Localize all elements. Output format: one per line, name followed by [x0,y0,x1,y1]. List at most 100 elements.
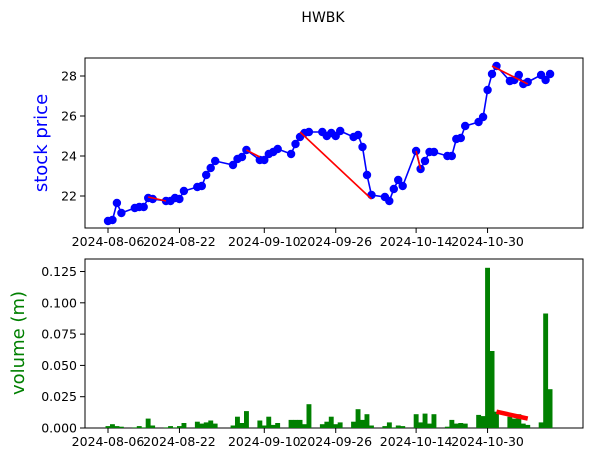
price-point [447,151,456,161]
volume-bar [230,425,236,428]
volume-y-tick-label: 0.050 [41,358,77,373]
price-point [389,184,398,194]
price-point [179,186,189,196]
volume-bar [520,423,526,428]
volume-y-tick-label: 0.075 [41,327,77,342]
price-point [117,208,126,218]
volume-bar [163,427,169,428]
price-plot-frame [84,57,584,229]
volume-bar [208,420,214,428]
price-point [112,198,122,208]
volume-bar [132,427,138,428]
volume-bar [516,414,522,428]
price-x-tick-label: 2024-08-22 [143,234,216,249]
price-trend-lines [148,65,529,202]
price-point [487,69,497,79]
volume-bar [199,423,205,428]
volume-bar [203,422,209,428]
volume-bar [543,313,549,428]
volume-bar [168,426,173,428]
volume-bar [319,424,325,428]
volume-bar [181,423,187,428]
price-series [103,61,555,226]
price-point [242,145,251,155]
price-point [362,170,372,180]
volume-trend-segment [496,409,529,421]
volume-bar [449,419,455,428]
volume-x-tick-label: 2024-08-06 [72,434,145,449]
price-trend-segment [299,131,373,200]
volume-bar [333,424,339,428]
volume-bar [382,426,388,428]
volume-bar [458,423,464,428]
price-point [206,163,215,173]
price-point [139,202,148,212]
volume-bar [364,414,370,428]
volume-bar [427,423,432,428]
volume-bar [462,423,468,428]
volume-bar [351,421,356,428]
volume-bar [266,416,272,428]
volume-bar [145,418,151,428]
price-x-tick-label: 2024-10-14 [380,234,453,249]
price-trend-segment [246,149,261,158]
volume-bar [511,418,517,428]
price-x-tick-label: 2024-08-06 [72,234,145,249]
volume-x-tick-label: 2024-10-30 [451,434,524,449]
price-y-tick-label: 24 [61,149,77,164]
price-point [541,75,550,85]
price-point [545,69,555,79]
volume-bar [395,425,401,428]
price-point [478,112,488,122]
price-point [358,142,367,152]
price-point [175,194,184,204]
volume-bar [337,422,343,428]
price-point [394,175,403,185]
volume-bar [114,426,120,428]
volume-bar [431,414,437,428]
price-trend-segment [415,150,422,170]
volume-bar [302,424,307,428]
volume-bar [324,421,330,428]
price-point [420,156,430,166]
price-y-axis: 22 24 26 28 [61,69,85,204]
volume-bar [476,414,482,428]
price-y-tick-label: 22 [61,189,77,204]
volume-bar [507,416,513,428]
volume-bar [270,424,276,428]
volume-bar [261,425,267,428]
volume-y-tick-label: 0.025 [41,389,77,404]
volume-bar [105,426,111,428]
chart-title: HWBK [301,10,345,26]
volume-bar [257,420,263,428]
volume-bar [422,413,428,428]
price-point [416,164,425,174]
price-point [197,181,206,191]
volume-x-tick-label: 2024-08-22 [143,434,216,449]
volume-bar [194,421,200,428]
price-point [523,77,532,87]
volume-y-axis: 0.000 0.025 0.050 0.075 0.100 0.125 [41,264,85,436]
volume-bar [172,427,178,428]
price-point [108,215,117,225]
price-point [385,196,394,206]
volume-bar [444,426,450,428]
price-y-tick-label: 28 [61,69,77,84]
volume-bar [355,409,361,428]
volume-bar [136,426,142,428]
volume-bar [386,422,392,428]
volume-bar [141,427,147,428]
price-y-tick-label: 26 [61,109,77,124]
price-point [260,155,269,165]
volume-bar [328,416,334,428]
volume-y-label: volume (m) [8,291,29,395]
price-point [286,149,296,159]
volume-bar [494,411,499,428]
volume-bar [239,423,245,428]
volume-bar [360,419,365,428]
volume-x-tick-label: 2024-09-26 [299,434,372,449]
volume-bar [275,423,281,428]
price-point [461,121,470,131]
price-point [483,85,492,95]
volume-bar [297,419,303,428]
